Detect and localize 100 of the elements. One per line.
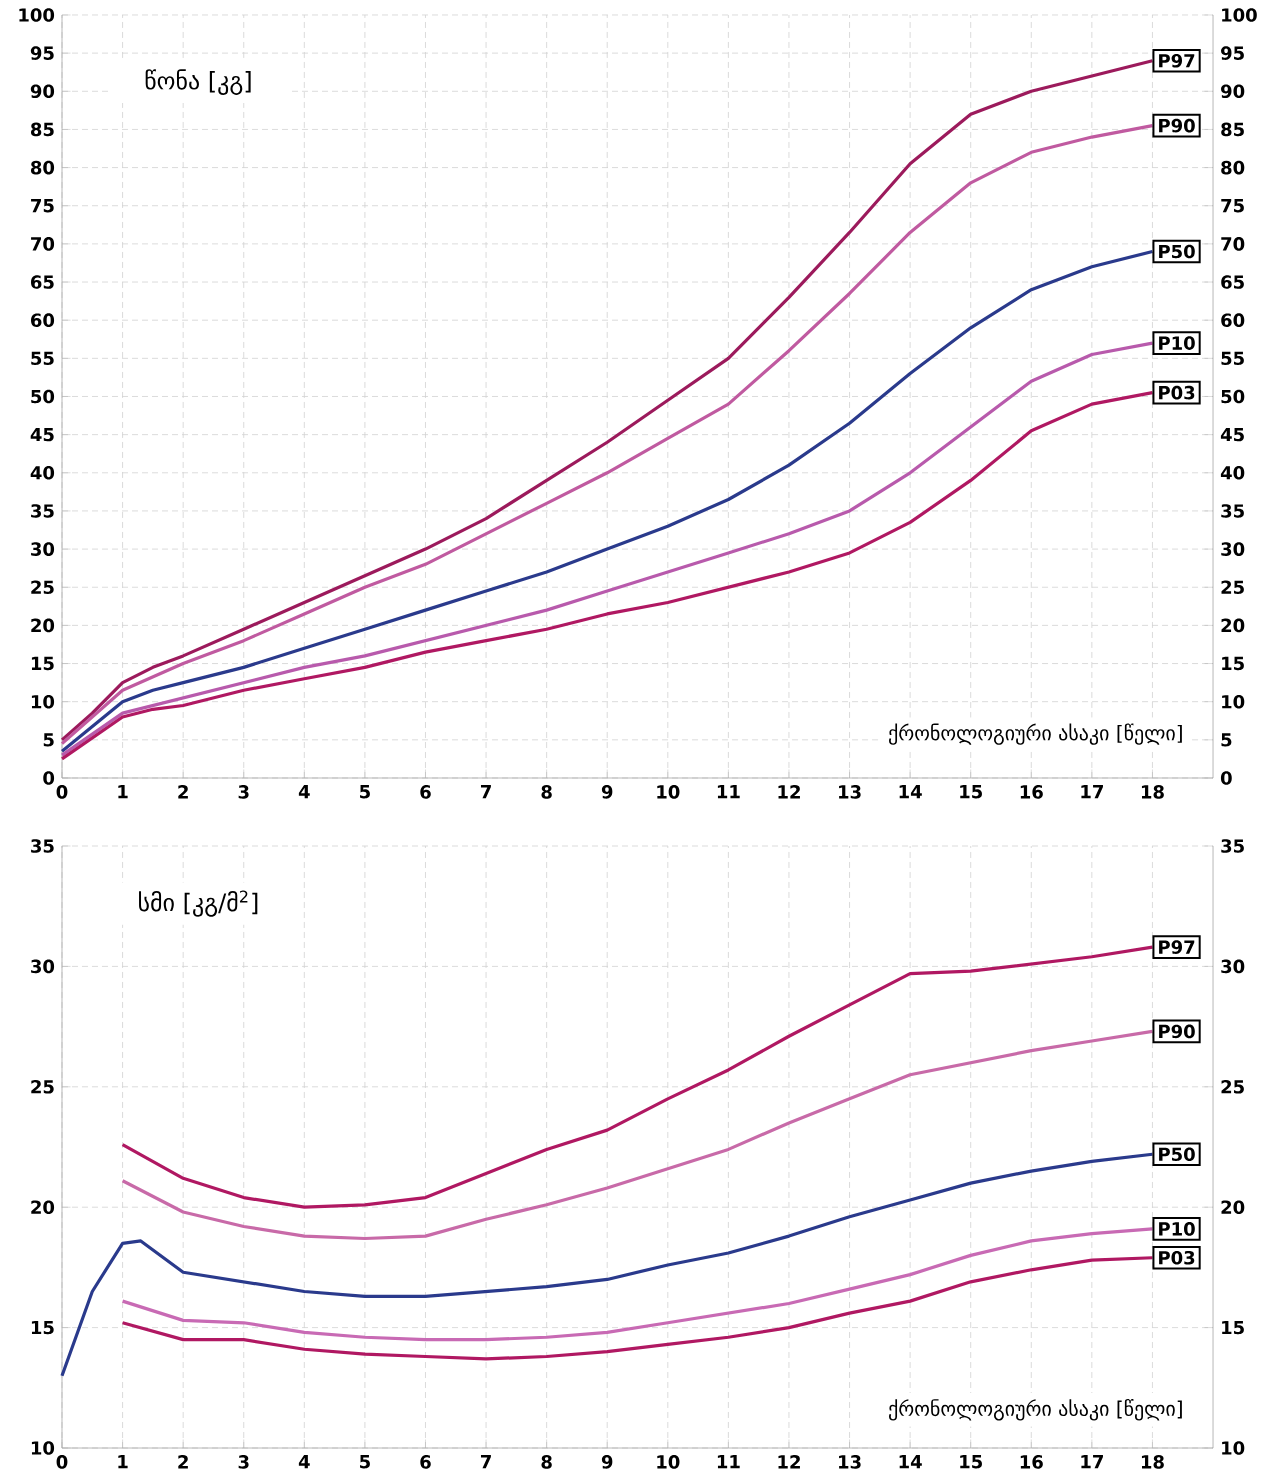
- y2-tick-label: 30: [1221, 959, 1245, 974]
- x-tick-label: 18: [1141, 785, 1164, 799]
- x-tick-label: 8: [541, 785, 552, 799]
- x-axis-title: ქრონოლოგიური ასაკი [წელი]: [889, 1399, 1182, 1421]
- y-tick-label: 15: [31, 656, 54, 671]
- x-tick-label: 7: [480, 785, 491, 799]
- x-tick-label: 0: [56, 785, 68, 799]
- y2-tick-label: 75: [1221, 199, 1244, 213]
- y2-tick-label: 15: [1222, 656, 1244, 671]
- x-tick-label: 16: [1020, 785, 1043, 799]
- y-tick-label: 20: [31, 1200, 55, 1214]
- y-tick-label: 20: [31, 618, 55, 633]
- series-label: P97: [1159, 53, 1195, 68]
- y-tick-label: 70: [31, 237, 55, 251]
- y2-tick-label: 20: [1221, 618, 1245, 633]
- x-tick-label: 1: [118, 1455, 128, 1469]
- x-tick-label: 7: [480, 1455, 491, 1469]
- y2-tick-label: 35: [1221, 839, 1244, 853]
- x-tick-label: 0: [56, 1455, 68, 1469]
- series-label: P97: [1159, 940, 1195, 954]
- y2-tick-label: 25: [1221, 580, 1244, 595]
- y-tick-label: 85: [30, 122, 54, 137]
- y-axis-title: წონა [კგ]: [145, 69, 251, 95]
- x-tick-label: 6: [420, 785, 431, 799]
- x-tick-label: 13: [839, 1455, 861, 1469]
- x-tick-label: 15: [960, 1455, 982, 1469]
- y-tick-label: 80: [30, 160, 55, 175]
- y-tick-label: 35: [31, 839, 54, 853]
- x-tick-label: 9: [601, 1455, 613, 1469]
- x-tick-label: 11: [717, 785, 740, 799]
- series-label: P10: [1159, 336, 1195, 350]
- y-tick-label: 45: [30, 427, 54, 442]
- y-tick-label: 30: [31, 542, 55, 556]
- y-tick-label: 25: [31, 1079, 54, 1094]
- x-tick-label: 17: [1081, 785, 1103, 799]
- x-tick-label: 13: [839, 785, 861, 799]
- y-tick-label: 95: [30, 46, 54, 60]
- x-tick-label: 4: [298, 1455, 310, 1469]
- y2-tick-label: 10: [1222, 694, 1245, 709]
- x-axis-title: ქრონოლოგიური ასაკი [წელი]: [889, 723, 1182, 745]
- x-tick-label: 6: [420, 1455, 431, 1469]
- y-tick-label: 75: [31, 199, 54, 213]
- series-label: P90: [1159, 1024, 1195, 1039]
- x-tick-label: 2: [178, 785, 188, 799]
- y-tick-label: 55: [31, 351, 54, 366]
- series-label: P03: [1159, 1250, 1195, 1265]
- y2-tick-label: 5: [1221, 733, 1232, 747]
- y-tick-label: 25: [31, 580, 54, 595]
- x-tick-label: 9: [601, 785, 613, 799]
- y2-tick-label: 30: [1221, 542, 1245, 556]
- series-label: P50: [1159, 244, 1195, 259]
- x-tick-label: 12: [778, 785, 800, 799]
- y2-tick-label: 35: [1221, 504, 1244, 518]
- y2-tick-label: 70: [1221, 237, 1245, 251]
- x-tick-label: 10: [657, 785, 680, 799]
- x-tick-label: 10: [657, 1455, 680, 1469]
- y-axis-title: სმი [კგ/მ$^{2}$]: [139, 890, 258, 917]
- y-tick-label: 15: [31, 1320, 54, 1335]
- y-tick-label: 100: [19, 8, 55, 22]
- y2-tick-label: 10: [1222, 1441, 1245, 1455]
- line-series: [120, 1256, 1155, 1361]
- x-tick-label: 4: [298, 785, 310, 799]
- x-tick-label: 11: [717, 1455, 740, 1469]
- y2-tick-label: 15: [1222, 1320, 1244, 1335]
- y2-tick-label: 95: [1221, 46, 1244, 60]
- x-tick-label: 16: [1020, 1455, 1043, 1469]
- series-label: P03: [1159, 385, 1195, 400]
- x-tick-label: 3: [238, 785, 249, 799]
- y-tick-label: 40: [30, 465, 55, 480]
- series-label: P10: [1159, 1222, 1195, 1236]
- y2-tick-label: 100: [1222, 8, 1257, 22]
- y2-tick-label: 50: [1221, 389, 1245, 404]
- y-tick-label: 60: [31, 313, 55, 327]
- y-tick-label: 65: [31, 275, 54, 289]
- x-tick-label: 5: [360, 785, 370, 799]
- y2-tick-label: 25: [1221, 1079, 1244, 1094]
- y2-tick-label: 80: [1221, 160, 1245, 175]
- y2-tick-label: 0: [1220, 771, 1232, 785]
- series-label: P90: [1159, 118, 1195, 133]
- y-tick-label: 90: [30, 84, 55, 99]
- x-tick-label: 3: [238, 1455, 249, 1469]
- x-tick-label: 12: [778, 1455, 800, 1469]
- x-tick-label: 14: [899, 785, 922, 799]
- y2-tick-label: 20: [1221, 1200, 1245, 1214]
- y-tick-label: 10: [31, 1441, 55, 1455]
- y-tick-label: 10: [31, 694, 55, 709]
- y2-tick-label: 55: [1221, 351, 1244, 366]
- x-tick-label: 17: [1081, 1455, 1103, 1469]
- series-label: P50: [1159, 1147, 1195, 1162]
- y-tick-label: 30: [31, 959, 55, 974]
- y2-tick-label: 40: [1220, 465, 1245, 480]
- x-tick-label: 8: [541, 1455, 552, 1469]
- y-tick-label: 35: [31, 504, 54, 518]
- x-tick-label: 18: [1141, 1455, 1164, 1469]
- y2-tick-label: 45: [1220, 427, 1244, 442]
- y2-tick-label: 90: [1221, 84, 1245, 99]
- x-tick-label: 14: [899, 1455, 922, 1469]
- y-tick-label: 0: [43, 771, 55, 785]
- y2-tick-label: 60: [1221, 313, 1245, 327]
- y2-tick-label: 85: [1221, 122, 1244, 137]
